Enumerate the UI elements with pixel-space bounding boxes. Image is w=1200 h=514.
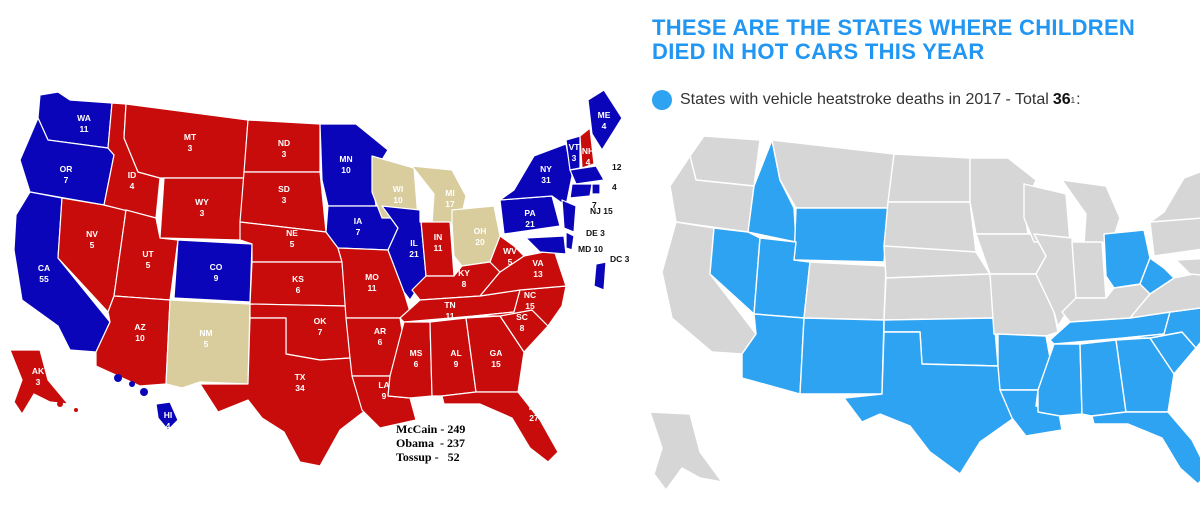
heat-state-nm: [799, 317, 885, 395]
tally-row: Obama - 237: [396, 436, 465, 450]
alaska-island: [74, 408, 78, 412]
state-label-de: DE 3: [586, 228, 605, 238]
heat-state-nd: [887, 153, 971, 203]
tally-separator: -: [434, 436, 448, 450]
heat-state-tx: [843, 331, 1015, 475]
alaska-island: [57, 401, 63, 407]
heat-state-az: [741, 313, 805, 395]
state-ct: [569, 183, 593, 199]
state-nm: [165, 299, 251, 389]
hawaii-island: [114, 374, 122, 382]
state-dc: [593, 261, 607, 291]
heat-state-mt: [771, 139, 895, 209]
heat-state-pa: [1149, 217, 1200, 257]
heat-state-nc: [1123, 307, 1200, 349]
title-line-1: THESE ARE THE STATES WHERE CHILDREN: [652, 15, 1136, 40]
heat-state-wv: [1139, 257, 1175, 295]
title-line-2: DIED IN HOT CARS THIS YEAR: [652, 39, 985, 64]
tally-value: 52: [447, 450, 460, 464]
hawaii-island: [140, 388, 148, 396]
heatstroke-legend: States with vehicle heatstroke deaths in…: [652, 88, 1081, 112]
tally-value: 237: [447, 436, 466, 450]
heat-state-wi: [1023, 183, 1071, 243]
tally-name: Obama: [396, 436, 435, 450]
legend-colon: :: [1076, 91, 1081, 108]
heat-state-sd: [883, 201, 977, 253]
electoral-tally: McCain - 249 Obama - 237 Tossup - 52: [396, 422, 465, 464]
state-label-md: MD 10: [578, 244, 603, 254]
state-ri: [591, 183, 601, 195]
election-map-panel: WA 11 OR 7 CA 55 NV 5 ID 4 MT 3 WY 3 UT 5 AZ 10 CO 9 NM 5 ND 3 S…: [9, 89, 630, 467]
state-label-dc: DC 3: [610, 254, 630, 264]
state-md: [525, 235, 567, 255]
state-fl: [441, 391, 559, 463]
tally-separator: -: [437, 422, 448, 436]
state-co: [173, 239, 253, 303]
state-pa: [499, 195, 561, 235]
state-de: [565, 231, 575, 251]
state-label-ri: 4: [612, 182, 617, 192]
state-ak: [9, 349, 69, 415]
legend-footnote-mark: 1: [1070, 95, 1076, 105]
heat-state-ny: [1149, 171, 1200, 223]
state-mt: [123, 103, 249, 179]
state-label-ma: 12: [612, 162, 622, 172]
tally-name: Tossup: [396, 450, 432, 464]
tally-value: 249: [447, 422, 466, 436]
state-nd: [243, 119, 321, 173]
election-map: WA11OR7CA55NV5ID4MT3WY3UT5AZ10CO9NM5ND3S…: [9, 89, 630, 467]
state-label-ct: 7: [592, 200, 597, 210]
state-wv: [489, 235, 525, 273]
state-nc: [473, 285, 567, 327]
state-me: [587, 89, 623, 151]
heat-state-wy: [793, 207, 889, 263]
state-ny: [499, 143, 573, 207]
heat-state-fl: [1091, 411, 1200, 485]
state-ma: [569, 165, 605, 185]
heat-state-ak: [649, 411, 723, 491]
heatstroke-map: [649, 135, 1200, 491]
tally-name: McCain: [396, 422, 438, 436]
tally-separator: -: [431, 450, 448, 464]
heat-state-md: [1175, 258, 1200, 276]
heatstroke-title: THESE ARE THE STATES WHERE CHILDREN DIED…: [652, 16, 1192, 64]
state-nh: [579, 127, 595, 169]
hawaii-island: [129, 381, 135, 387]
legend-dot-icon: [652, 90, 672, 110]
heat-state-in: [1071, 241, 1107, 299]
state-tx: [199, 317, 367, 467]
legend-text: States with vehicle heatstroke deaths in…: [680, 91, 1049, 108]
state-ks: [249, 261, 347, 307]
tally-row: Tossup - 52: [396, 450, 465, 464]
heat-state-ks: [883, 273, 995, 321]
heat-state-co: [803, 261, 887, 321]
tally-row: McCain - 249: [396, 422, 465, 436]
heat-state-wa: [689, 135, 761, 187]
state-nj: [561, 199, 577, 233]
state-hi: [155, 401, 179, 431]
state-wy: [159, 177, 245, 241]
heatstroke-map-panel: THESE ARE THE STATES WHERE CHILDREN DIED…: [630, 0, 1200, 514]
legend-total: 36: [1052, 91, 1071, 108]
state-label-nj: NJ 15: [590, 206, 613, 216]
